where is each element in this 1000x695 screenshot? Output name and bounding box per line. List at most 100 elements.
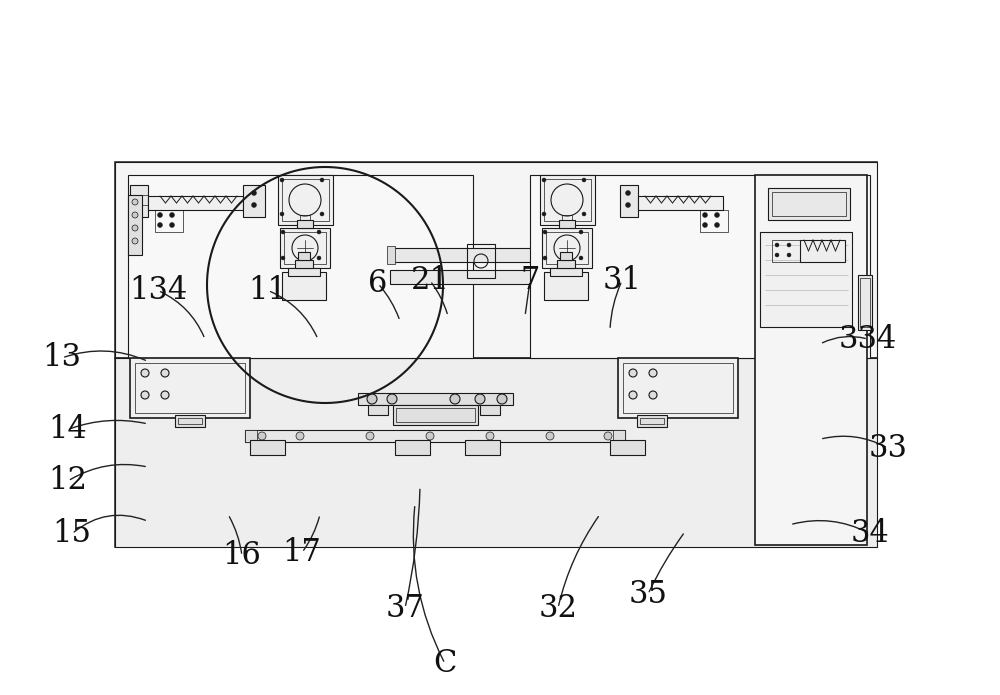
Text: 37: 37: [386, 593, 424, 623]
Bar: [396, 408, 475, 422]
Text: 32: 32: [538, 593, 578, 623]
Circle shape: [542, 178, 546, 182]
Text: 13: 13: [42, 343, 82, 373]
Circle shape: [387, 394, 397, 404]
Circle shape: [450, 394, 460, 404]
Bar: [358, 393, 513, 405]
Circle shape: [840, 212, 846, 218]
Bar: [820, 185, 838, 217]
Circle shape: [543, 256, 547, 260]
Circle shape: [626, 202, 631, 208]
Circle shape: [320, 178, 324, 182]
Bar: [128, 175, 473, 358]
Text: 15: 15: [52, 518, 92, 549]
Bar: [557, 260, 575, 268]
Text: 11: 11: [248, 275, 288, 306]
Bar: [128, 195, 142, 255]
Bar: [282, 272, 326, 300]
Bar: [559, 220, 575, 228]
Circle shape: [141, 369, 149, 377]
Circle shape: [582, 212, 586, 216]
Circle shape: [629, 369, 637, 377]
Circle shape: [161, 369, 169, 377]
Circle shape: [170, 213, 175, 218]
Circle shape: [132, 212, 138, 218]
Circle shape: [542, 212, 546, 216]
Circle shape: [775, 243, 779, 247]
Bar: [546, 232, 588, 264]
Circle shape: [258, 432, 266, 440]
Circle shape: [280, 178, 284, 182]
Circle shape: [579, 256, 583, 260]
Circle shape: [546, 432, 554, 440]
Text: 17: 17: [283, 537, 321, 568]
Text: 14: 14: [49, 414, 87, 445]
Bar: [245, 430, 625, 442]
Circle shape: [497, 394, 507, 404]
Text: 7: 7: [520, 265, 540, 296]
Bar: [768, 188, 850, 220]
Circle shape: [280, 212, 284, 216]
Bar: [130, 185, 148, 217]
Bar: [640, 418, 664, 424]
Bar: [250, 440, 285, 455]
Bar: [620, 185, 638, 217]
Bar: [542, 228, 592, 268]
Text: 16: 16: [223, 541, 261, 571]
Circle shape: [320, 212, 324, 216]
Circle shape: [702, 222, 708, 227]
Bar: [613, 430, 625, 442]
Bar: [130, 358, 250, 418]
Bar: [278, 175, 333, 225]
Bar: [836, 195, 850, 255]
Bar: [860, 278, 870, 327]
Bar: [638, 196, 723, 210]
Bar: [772, 240, 800, 262]
Circle shape: [132, 238, 138, 244]
Circle shape: [787, 253, 791, 257]
Circle shape: [281, 230, 285, 234]
Text: 334: 334: [839, 324, 897, 354]
Circle shape: [840, 225, 846, 231]
Bar: [390, 248, 575, 262]
Circle shape: [161, 391, 169, 399]
Bar: [243, 185, 265, 217]
Text: 6: 6: [368, 268, 388, 299]
Circle shape: [840, 199, 846, 205]
Bar: [637, 415, 667, 427]
Circle shape: [649, 369, 657, 377]
Bar: [297, 220, 313, 228]
Text: C: C: [433, 648, 457, 679]
Bar: [178, 418, 202, 424]
Bar: [298, 252, 310, 260]
Bar: [175, 415, 205, 427]
Circle shape: [158, 213, 162, 218]
Bar: [115, 162, 877, 358]
Bar: [148, 196, 243, 210]
Circle shape: [579, 230, 583, 234]
Text: 31: 31: [602, 265, 642, 296]
Circle shape: [426, 432, 434, 440]
Bar: [560, 252, 572, 260]
Circle shape: [775, 253, 779, 257]
Bar: [390, 270, 575, 284]
Circle shape: [714, 222, 720, 227]
Bar: [544, 179, 591, 221]
Bar: [540, 175, 595, 225]
Circle shape: [787, 243, 791, 247]
Bar: [575, 246, 583, 264]
Circle shape: [252, 202, 256, 208]
Text: 134: 134: [129, 275, 187, 306]
Bar: [800, 240, 845, 262]
Bar: [465, 440, 500, 455]
Bar: [755, 175, 867, 545]
Bar: [467, 244, 495, 278]
Circle shape: [317, 230, 321, 234]
Circle shape: [367, 394, 377, 404]
Circle shape: [840, 238, 846, 244]
Bar: [155, 210, 183, 232]
Bar: [760, 232, 852, 327]
Bar: [544, 272, 588, 300]
Circle shape: [604, 432, 612, 440]
Circle shape: [170, 222, 175, 227]
